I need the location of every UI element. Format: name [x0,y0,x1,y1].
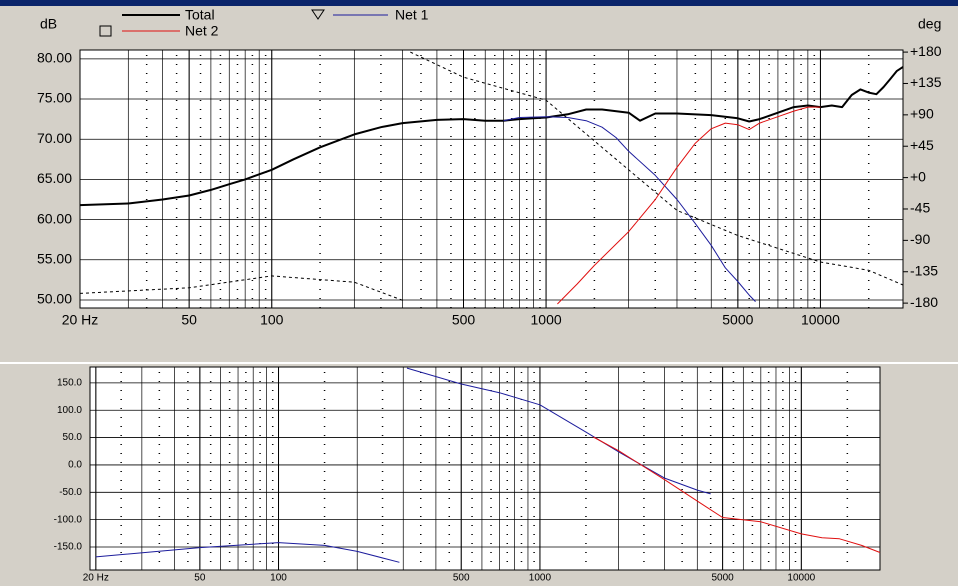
y2-tick-label: +90 [910,106,934,122]
y-tick-label: 65.00 [37,170,72,186]
x-tick-label: 500 [452,312,476,328]
y-tick-label: -100.0 [54,514,83,525]
y-tick-label: 50.0 [63,432,83,443]
series-line [79,66,904,207]
x-tick-label: 10000 [787,573,815,584]
y-tick-label: 100.0 [57,405,82,416]
x-tick-label: 100 [260,312,284,328]
x-tick-label: 100 [270,573,287,584]
y2-tick-label: +135 [910,74,942,90]
y-tick-label: 70.00 [37,130,72,146]
y2-tick-label: -180 [910,294,938,310]
series-line [95,367,711,563]
x-tick-label: 5000 [712,573,735,584]
y-tick-label: 80.00 [37,50,72,66]
y-tick-label: -50.0 [59,487,82,498]
series-line [79,51,904,301]
series-line [557,106,821,305]
legend-symbol [311,9,325,20]
series-line [593,436,881,553]
legend-label: Total [185,7,215,23]
y-tick-label: 75.00 [37,90,72,106]
x-tick-label: 20 Hz [62,312,99,328]
x-tick-label: 50 [181,312,197,328]
x-tick-label: 1000 [529,573,552,584]
series-line [503,116,756,302]
legend-label: Net 2 [185,23,219,39]
x-tick-label: 20 Hz [83,573,109,584]
y2-tick-label: +0 [910,168,926,184]
y-tick-label: 60.00 [37,210,72,226]
title-bar [0,0,958,6]
y-tick-label: 150.0 [57,378,82,389]
y2-tick-label: +180 [910,43,942,59]
legend-symbol [99,25,112,37]
y2-tick-label: -90 [910,231,930,247]
y-axis-label: dB [40,16,57,32]
y2-tick-label: -45 [910,200,930,216]
legend: Total Net 1 Net 2 [99,7,429,39]
y2-tick-label: -135 [910,262,938,278]
y-tick-label: -150.0 [54,542,83,553]
x-tick-label: 50 [194,573,206,584]
plot-area [89,366,881,571]
y-tick-label: 55.00 [37,250,72,266]
y-tick-label: 0.0 [68,460,82,471]
separator [0,362,958,364]
x-tick-label: 1000 [531,312,562,328]
y-tick-label: 50.00 [37,291,72,307]
x-tick-label: 10000 [801,312,840,328]
y2-axis-label: deg [918,16,941,32]
x-tick-label: 500 [453,573,470,584]
plot-area [79,49,904,309]
legend-label: Net 1 [395,7,429,23]
x-tick-label: 5000 [722,312,753,328]
y2-tick-label: +45 [910,137,934,153]
